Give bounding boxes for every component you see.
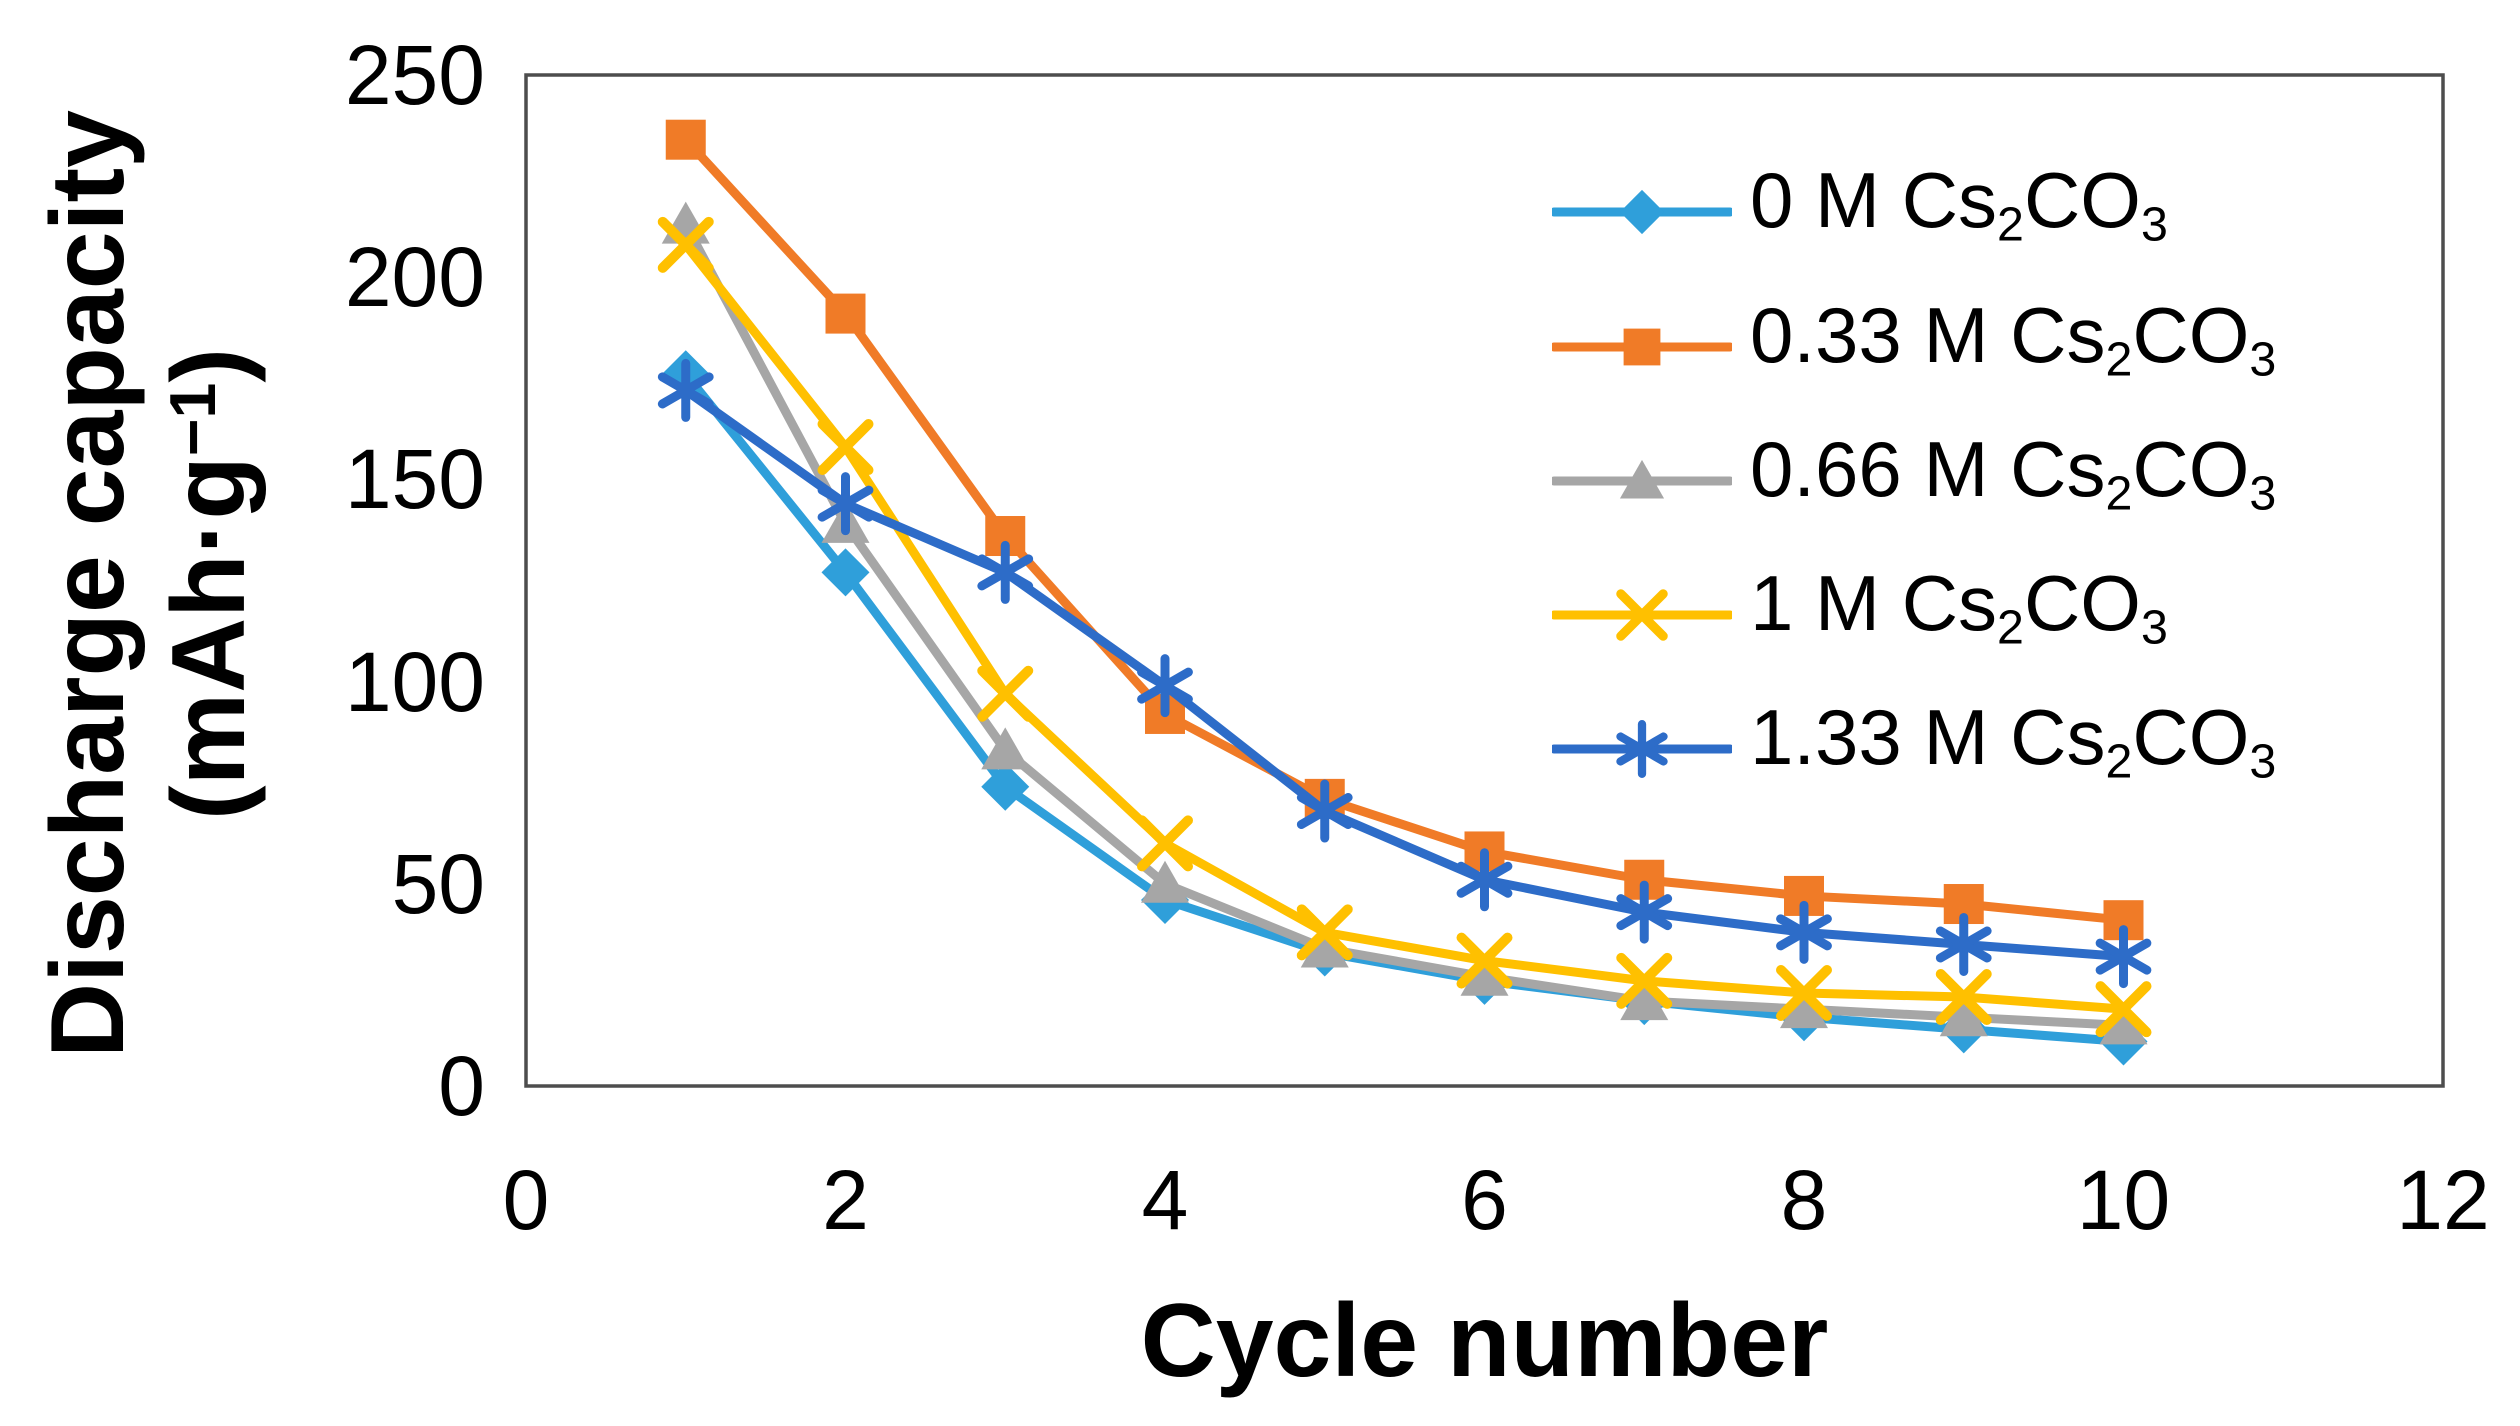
text-segment: 0.66 M Cs: [1750, 424, 2106, 513]
diamond-marker: [821, 548, 870, 597]
legend-item: 1 M Cs2CO3: [1552, 559, 2168, 665]
legend-swatch: [1552, 189, 1732, 235]
series-line: [683, 386, 2124, 962]
x-marker: [1296, 904, 1353, 961]
x-marker: [1456, 932, 1513, 989]
asterisk-marker: [1776, 900, 1832, 964]
x-tick-label: 8: [1780, 1153, 1828, 1247]
text-segment: −1: [156, 382, 229, 457]
x-marker: [2095, 981, 2152, 1038]
triangle-marker: [2099, 1002, 2148, 1045]
triangle-marker: [1780, 986, 1828, 1029]
text-segment: 2: [2105, 466, 2133, 521]
text-segment: 1.33 M Cs: [1750, 692, 2106, 781]
text-segment: CO: [2023, 558, 2141, 647]
asterisk-marker: [1137, 654, 1193, 718]
text-segment: CO: [2132, 290, 2250, 379]
series-line: [682, 136, 2124, 925]
legend-swatch: [1552, 720, 1732, 778]
text-segment: 0.33 M Cs: [1750, 290, 2106, 379]
legend-item: 0.66 M Cs2CO3: [1552, 425, 2276, 531]
asterisk-marker: [817, 472, 874, 536]
triangle-marker: [1619, 459, 1665, 499]
y-axis-title: Discharge capacity (mAh·g−1): [28, 34, 269, 1134]
x-tick-label: 6: [1461, 1153, 1508, 1247]
asterisk-marker: [977, 540, 1034, 604]
asterisk-marker: [1616, 720, 1668, 778]
legend-label: 0 M Cs2CO3: [1750, 150, 2168, 275]
text-segment: CO: [2132, 692, 2250, 781]
legend-item: 0.33 M Cs2CO3: [1552, 291, 2276, 397]
x-tick-label: 10: [2076, 1153, 2171, 1247]
y-axis-title-line2: (mAh·g−1): [149, 34, 270, 1134]
diamond-marker: [1619, 189, 1665, 235]
legend-label: 1 M Cs2CO3: [1750, 553, 2168, 678]
triangle-marker: [1141, 860, 1189, 903]
diamond-marker: [981, 762, 1030, 811]
triangle-marker: [1620, 978, 1669, 1021]
legend-item: 0 M Cs2CO3: [1552, 156, 2168, 262]
y-tick-label: 0: [438, 1039, 485, 1133]
x-marker: [1935, 969, 1992, 1026]
text-segment: 1 M Cs: [1750, 558, 1998, 647]
x-marker: [657, 216, 714, 273]
asterisk-marker: [1456, 848, 1513, 912]
plot-border: [524, 73, 2445, 1088]
triangle-marker: [1300, 925, 1349, 968]
asterisk-marker: [1935, 912, 1992, 976]
y-tick-label: 250: [344, 28, 485, 122]
asterisk-marker: [1616, 880, 1673, 944]
legend-swatch: [1552, 328, 1732, 366]
text-segment: 2: [2105, 734, 2133, 789]
text-segment: CO: [2132, 424, 2250, 513]
series-line: [682, 242, 2124, 1014]
legend-label: 0.66 M Cs2CO3: [1750, 419, 2276, 544]
text-segment: 2: [1997, 197, 2024, 252]
text-segment: 3: [2140, 600, 2168, 655]
square-marker: [825, 293, 866, 334]
asterisk-marker: [1296, 779, 1353, 843]
x-marker: [1616, 952, 1673, 1009]
asterisk-marker: [2095, 925, 2152, 989]
y-tick-label: 200: [344, 230, 485, 325]
legend-swatch: [1552, 589, 1732, 641]
x-marker: [1616, 589, 1668, 641]
text-segment: (mAh·g: [150, 456, 267, 821]
text-segment: ): [150, 347, 267, 383]
square-marker: [665, 119, 706, 160]
x-tick-label: 2: [822, 1153, 869, 1247]
legend-swatch: [1552, 459, 1732, 499]
text-segment: 3: [2249, 332, 2277, 387]
triangle-marker: [1460, 953, 1509, 996]
text-segment: 3: [2249, 734, 2277, 789]
legend-label: 0.33 M Cs2CO3: [1750, 285, 2276, 410]
x-axis-title: Cycle number: [1140, 1283, 1829, 1399]
x-tick-label: 0: [502, 1153, 550, 1247]
x-tick-label: 4: [1141, 1153, 1189, 1247]
y-axis-title-line1: Discharge capacity: [30, 109, 146, 1059]
x-tick-label: 12: [2396, 1153, 2490, 1247]
x-marker: [977, 665, 1034, 722]
triangle-marker: [981, 727, 1030, 770]
x-marker: [817, 419, 874, 476]
series-line: [681, 222, 2124, 1030]
text-segment: 2: [1997, 600, 2024, 655]
legend-label: 1.33 M Cs2CO3: [1750, 687, 2276, 812]
asterisk-marker: [657, 358, 714, 422]
text-segment: 3: [2249, 466, 2277, 521]
text-segment: CO: [2023, 155, 2141, 244]
triangle-marker: [1939, 994, 1988, 1037]
text-segment: 0 M Cs: [1750, 155, 1998, 244]
text-segment: 2: [2105, 332, 2133, 387]
y-tick-label: 150: [344, 432, 485, 527]
x-marker: [1137, 815, 1193, 872]
y-tick-label: 50: [391, 836, 485, 931]
y-tick-label: 100: [344, 634, 485, 729]
x-marker: [1776, 964, 1832, 1021]
text-segment: 3: [2140, 197, 2168, 252]
legend-item: 1.33 M Cs2CO3: [1552, 693, 2276, 799]
square-marker: [1623, 328, 1661, 366]
